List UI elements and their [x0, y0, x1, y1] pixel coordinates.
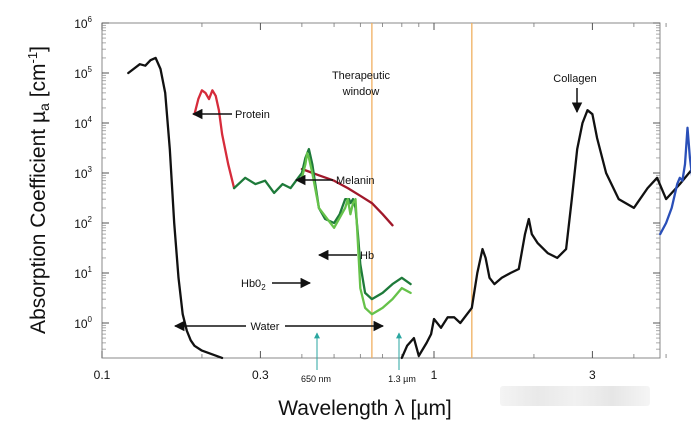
annotation-therapeutic: Therapeutic	[332, 70, 391, 82]
plot-frame	[101, 22, 661, 359]
x-tick-label: 1	[431, 368, 438, 382]
y-tick-label: 102	[74, 215, 92, 231]
y-tick-label: 106	[74, 15, 92, 31]
tick-labels: 0.10.31310100101102103104105106	[74, 15, 596, 382]
annotation-water: Water	[251, 321, 280, 333]
annotation-hb: Hb	[360, 250, 374, 262]
axis-ticks	[101, 22, 667, 359]
blurred-region	[500, 386, 650, 406]
x-tick-label: 0.1	[94, 368, 111, 382]
annotation-hbo2: Hb02	[241, 278, 266, 292]
y-tick-label: 101	[74, 265, 92, 281]
x-axis-title: Wavelength λ [µm]	[278, 397, 452, 420]
y-tick-label: 105	[74, 65, 92, 81]
series-lines	[127, 56, 691, 360]
y-tick-label: 103	[74, 165, 92, 181]
y-axis-title: Absorption Coefficient µa [cm-1]	[25, 46, 52, 334]
y-tick-label: 104	[74, 115, 92, 131]
series-water-1	[400, 109, 691, 360]
series-protein-2	[193, 89, 236, 190]
series-collagen-6	[659, 126, 691, 236]
annotation-protein: Protein	[235, 109, 270, 121]
annotation-melanin: Melanin	[336, 175, 375, 187]
y-tick-label: 100	[74, 315, 92, 331]
x-tick-label: 3	[589, 368, 596, 382]
series-melanin-3	[300, 167, 394, 227]
series-water-0	[127, 56, 224, 360]
annotation-collagen: Collagen	[553, 73, 596, 85]
annotation-1-3um: 1.3 µm	[388, 374, 416, 384]
annotation-650nm: 650 nm	[301, 374, 331, 384]
series-hb-4	[232, 147, 412, 301]
series-hbo2-5	[300, 151, 412, 316]
x-tick-label: 0.3	[252, 368, 269, 382]
annotation-window: window	[342, 86, 380, 98]
